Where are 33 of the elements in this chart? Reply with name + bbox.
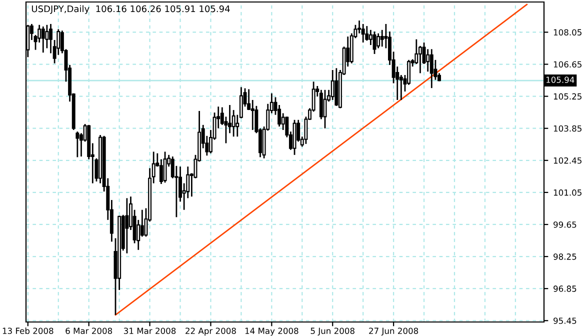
y-tick-label: 99.65 [554,221,576,228]
candlestick [140,209,144,238]
candlestick [426,48,430,72]
candlestick [41,26,45,54]
candlestick [76,130,80,158]
candlestick [376,32,380,49]
candlestick [163,151,167,184]
candlestick [430,48,434,89]
y-tick-label: 108.05 [554,29,582,36]
chart-title: USDJPY,Daily 106.16 106.26 105.91 105.94 [32,5,230,14]
y-tick-label: 102.45 [554,157,582,164]
x-tick-label: 6 Mar 2008 [66,328,112,334]
y-tick-label: 96.85 [554,286,576,292]
candlestick [368,29,372,46]
x-tick-label: 5 Jun 2008 [310,328,354,336]
y-tick-label: 98.25 [554,254,576,260]
y-tick-label: 95.45 [554,318,576,324]
y-tick-label: 105.25 [554,93,582,100]
y-tick-label: 103.85 [554,125,582,132]
candlestick [365,25,369,42]
candlestick [125,197,129,254]
candlestick [250,99,254,131]
x-tick-label: 22 Apr 2008 [186,328,236,336]
candlestick [361,23,365,44]
x-tick-label: 14 May 2008 [245,328,298,336]
x-tick-label: 13 Feb 2008 [2,328,54,334]
y-tick-label: 101.05 [554,189,582,196]
y-tick-label: 106.65 [554,61,582,68]
x-tick-label: 31 Mar 2008 [124,328,176,334]
candlestick [45,24,49,49]
candlestick [232,109,236,138]
ref-line-label: 105.94 [546,76,574,83]
x-tick-label: 27 Jun 2008 [369,328,418,336]
